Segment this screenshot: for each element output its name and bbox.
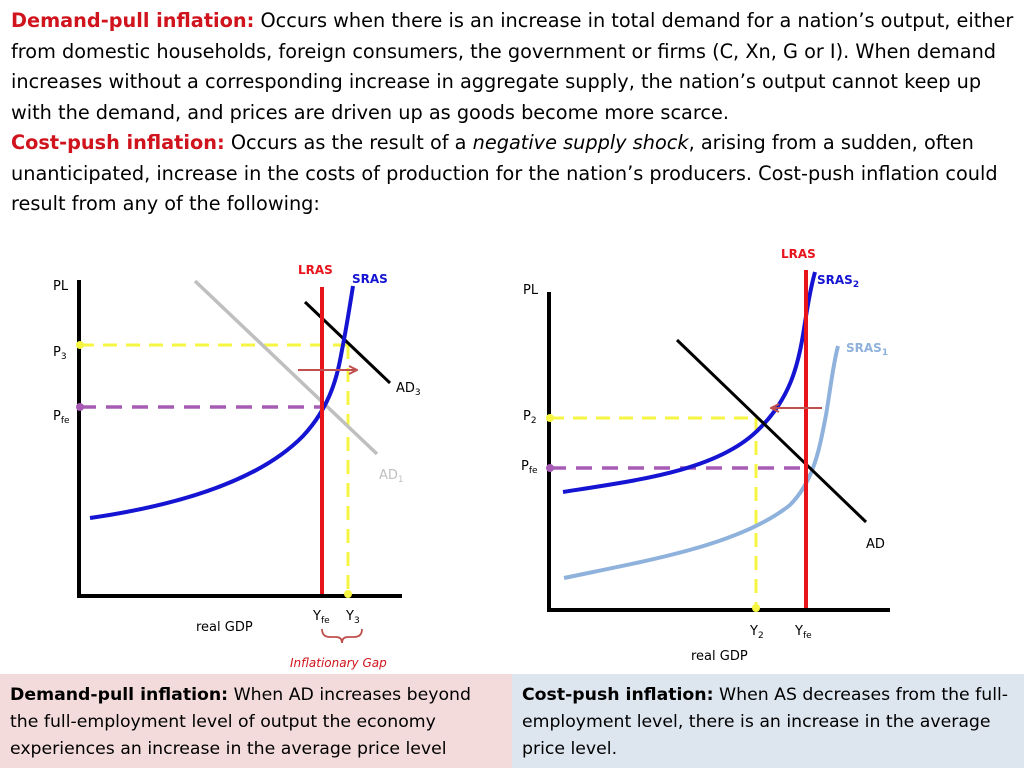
cost-push-graph: PL P2 Pfe LRAS SRAS2 SRAS1 AD Y2 Yfe rea… <box>521 247 890 664</box>
demand-pull-graph: PL P3 Pfe LRAS SRAS AD3 AD1 Yfe Y3 real … <box>53 263 421 670</box>
x-axis-label: real GDP <box>196 620 253 635</box>
inflationary-gap-bracket <box>321 628 363 644</box>
yfe-label-2: Yfe <box>794 624 812 641</box>
pfe-label: Pfe <box>53 409 70 426</box>
demand-pull-summary-term: Demand-pull inflation: <box>10 685 229 705</box>
ad-curve <box>675 338 868 524</box>
demand-pull-definition: Demand-pull inflation: Occurs when there… <box>11 6 1016 128</box>
p3-dot <box>76 341 84 349</box>
cost-push-definition: Cost-push inflation: Occurs as the resul… <box>11 128 1016 220</box>
ad-label: AD <box>866 537 885 552</box>
y-axis-label: PL <box>53 279 69 294</box>
pfe-label-2: Pfe <box>521 459 538 476</box>
intro-text: Demand-pull inflation: Occurs when there… <box>11 6 1016 220</box>
pfe-dot <box>76 403 84 411</box>
yfe-label: Yfe <box>312 609 330 626</box>
p2-label: P2 <box>523 409 537 426</box>
ad1-label: AD1 <box>379 468 404 485</box>
sras1-curve <box>563 345 840 580</box>
cost-push-text-1: Occurs as the result of a <box>224 131 473 154</box>
cost-push-text-2: , arising from a sudden, often unanticip… <box>11 131 998 215</box>
demand-pull-text: Occurs when there is an increase in tota… <box>11 9 1014 124</box>
demand-pull-summary-box: Demand-pull inflation: When AD increases… <box>0 674 512 768</box>
y2-label: Y2 <box>749 624 764 641</box>
demand-pull-term: Demand-pull inflation: <box>11 9 255 32</box>
cost-push-emphasis: negative supply shock <box>472 131 689 154</box>
y-axis-label-2: PL <box>523 283 539 298</box>
y2-dot <box>752 604 760 612</box>
cost-push-summary-text: When AS decreases from the full-employme… <box>522 685 1009 759</box>
sras2-curve <box>562 271 817 494</box>
pfe-dot-2 <box>546 464 554 472</box>
p3-label: P3 <box>53 345 67 362</box>
lras-label: LRAS <box>298 263 333 277</box>
sras-label: SRAS <box>352 272 388 286</box>
inflationary-gap-label: Inflationary Gap <box>290 656 387 670</box>
x-axis-label-2: real GDP <box>691 649 748 664</box>
cost-push-term: Cost-push inflation: <box>11 131 225 154</box>
diagrams: PL P3 Pfe LRAS SRAS AD3 AD1 Yfe Y3 real … <box>53 247 890 670</box>
ad3-curve <box>303 300 392 385</box>
sras-curve <box>89 285 355 520</box>
ad3-label: AD3 <box>396 381 421 398</box>
sras2-label: SRAS2 <box>817 273 859 290</box>
p2-dot <box>546 414 554 422</box>
y3-label: Y3 <box>345 609 360 626</box>
lras-label-2: LRAS <box>781 247 816 261</box>
cost-push-summary-term: Cost-push inflation: <box>522 685 714 705</box>
y3-dot <box>344 590 352 598</box>
sras1-label: SRAS1 <box>846 341 888 358</box>
ad1-curve <box>193 279 379 456</box>
demand-pull-summary-text: When AD increases beyond the full-employ… <box>10 685 471 759</box>
cost-push-summary-box: Cost-push inflation: When AS decreases f… <box>512 674 1024 768</box>
